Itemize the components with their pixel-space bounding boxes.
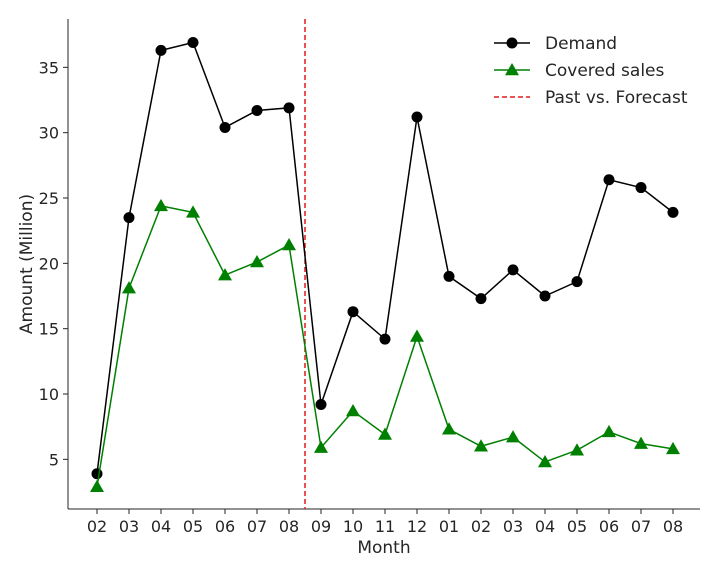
x-tick-label: 04 xyxy=(535,517,555,536)
series-0 xyxy=(91,37,679,480)
data-point xyxy=(154,198,168,212)
x-tick-label: 08 xyxy=(663,517,683,536)
data-point xyxy=(282,238,296,251)
data-point xyxy=(506,430,520,443)
x-ticks: 02 03 04 05 06 07 08 09 10 11 12 01 02 03 04 05 06 07 08 xyxy=(87,509,683,536)
data-point xyxy=(538,454,552,468)
data-point xyxy=(315,398,327,410)
data-point xyxy=(347,306,359,318)
y-axis-title: Amount (Million) xyxy=(17,194,37,334)
y-tick-label: 30 xyxy=(39,124,59,143)
data-point xyxy=(443,270,455,282)
data-point xyxy=(219,121,231,133)
x-tick-label: 10 xyxy=(343,517,363,536)
axes xyxy=(67,19,700,510)
legend-label: Demand xyxy=(545,34,617,54)
x-tick-label: 02 xyxy=(471,517,491,536)
legend-marker xyxy=(505,63,519,76)
x-tick-label: 03 xyxy=(503,517,523,536)
x-tick-label: 02 xyxy=(87,517,107,536)
data-point xyxy=(379,333,391,345)
x-tick-label: 03 xyxy=(119,517,139,536)
data-point xyxy=(346,404,360,417)
data-point xyxy=(602,424,616,438)
x-tick-label: 07 xyxy=(631,517,651,536)
x-tick-label: 05 xyxy=(183,517,203,536)
data-point xyxy=(155,44,167,56)
data-point xyxy=(91,468,103,480)
data-point xyxy=(603,174,615,186)
y-tick-label: 35 xyxy=(39,58,59,77)
series-group xyxy=(90,37,680,493)
legend-marker xyxy=(506,37,518,49)
data-point xyxy=(571,276,583,288)
x-tick-label: 04 xyxy=(151,517,171,536)
x-tick-label: 05 xyxy=(567,517,587,536)
x-tick-label: 08 xyxy=(279,517,299,536)
x-tick-label: 06 xyxy=(599,517,619,536)
legend-label: Past vs. Forecast xyxy=(545,88,688,108)
data-point xyxy=(314,440,328,453)
y-tick-label: 25 xyxy=(39,189,59,208)
data-point xyxy=(411,111,423,123)
data-point xyxy=(474,439,488,452)
data-point xyxy=(410,329,424,342)
data-point xyxy=(218,268,232,281)
x-tick-label: 12 xyxy=(407,517,427,536)
y-tick-label: 15 xyxy=(39,320,59,339)
data-point xyxy=(90,479,104,493)
data-point xyxy=(507,264,519,276)
y-tick-label: 10 xyxy=(39,385,59,404)
legend: Demand Covered sales Past vs. Forecast xyxy=(494,34,688,108)
data-point xyxy=(122,281,136,294)
y-tick-label: 5 xyxy=(49,450,59,469)
series-1 xyxy=(90,198,680,493)
data-point xyxy=(251,104,263,116)
x-tick-label: 11 xyxy=(375,517,395,536)
data-point xyxy=(442,422,456,435)
data-point xyxy=(539,290,551,302)
legend-label: Covered sales xyxy=(545,61,665,81)
data-point xyxy=(635,182,647,194)
data-point xyxy=(378,427,392,440)
data-point xyxy=(667,206,679,218)
data-point xyxy=(475,293,487,305)
y-tick-label: 20 xyxy=(39,254,59,273)
y-ticks: 5 10 15 20 25 30 35 xyxy=(39,58,68,469)
data-point xyxy=(186,205,200,218)
data-point xyxy=(250,255,264,268)
data-point xyxy=(123,212,135,224)
data-point xyxy=(283,102,295,114)
data-point xyxy=(634,436,648,449)
x-axis-title: Month xyxy=(357,538,410,558)
data-point xyxy=(666,441,680,455)
x-tick-label: 09 xyxy=(311,517,331,536)
data-point xyxy=(187,37,199,49)
x-tick-label: 07 xyxy=(247,517,267,536)
series-line xyxy=(96,204,674,487)
data-point xyxy=(570,443,584,456)
x-tick-label: 01 xyxy=(439,517,459,536)
x-tick-label: 06 xyxy=(215,517,235,536)
